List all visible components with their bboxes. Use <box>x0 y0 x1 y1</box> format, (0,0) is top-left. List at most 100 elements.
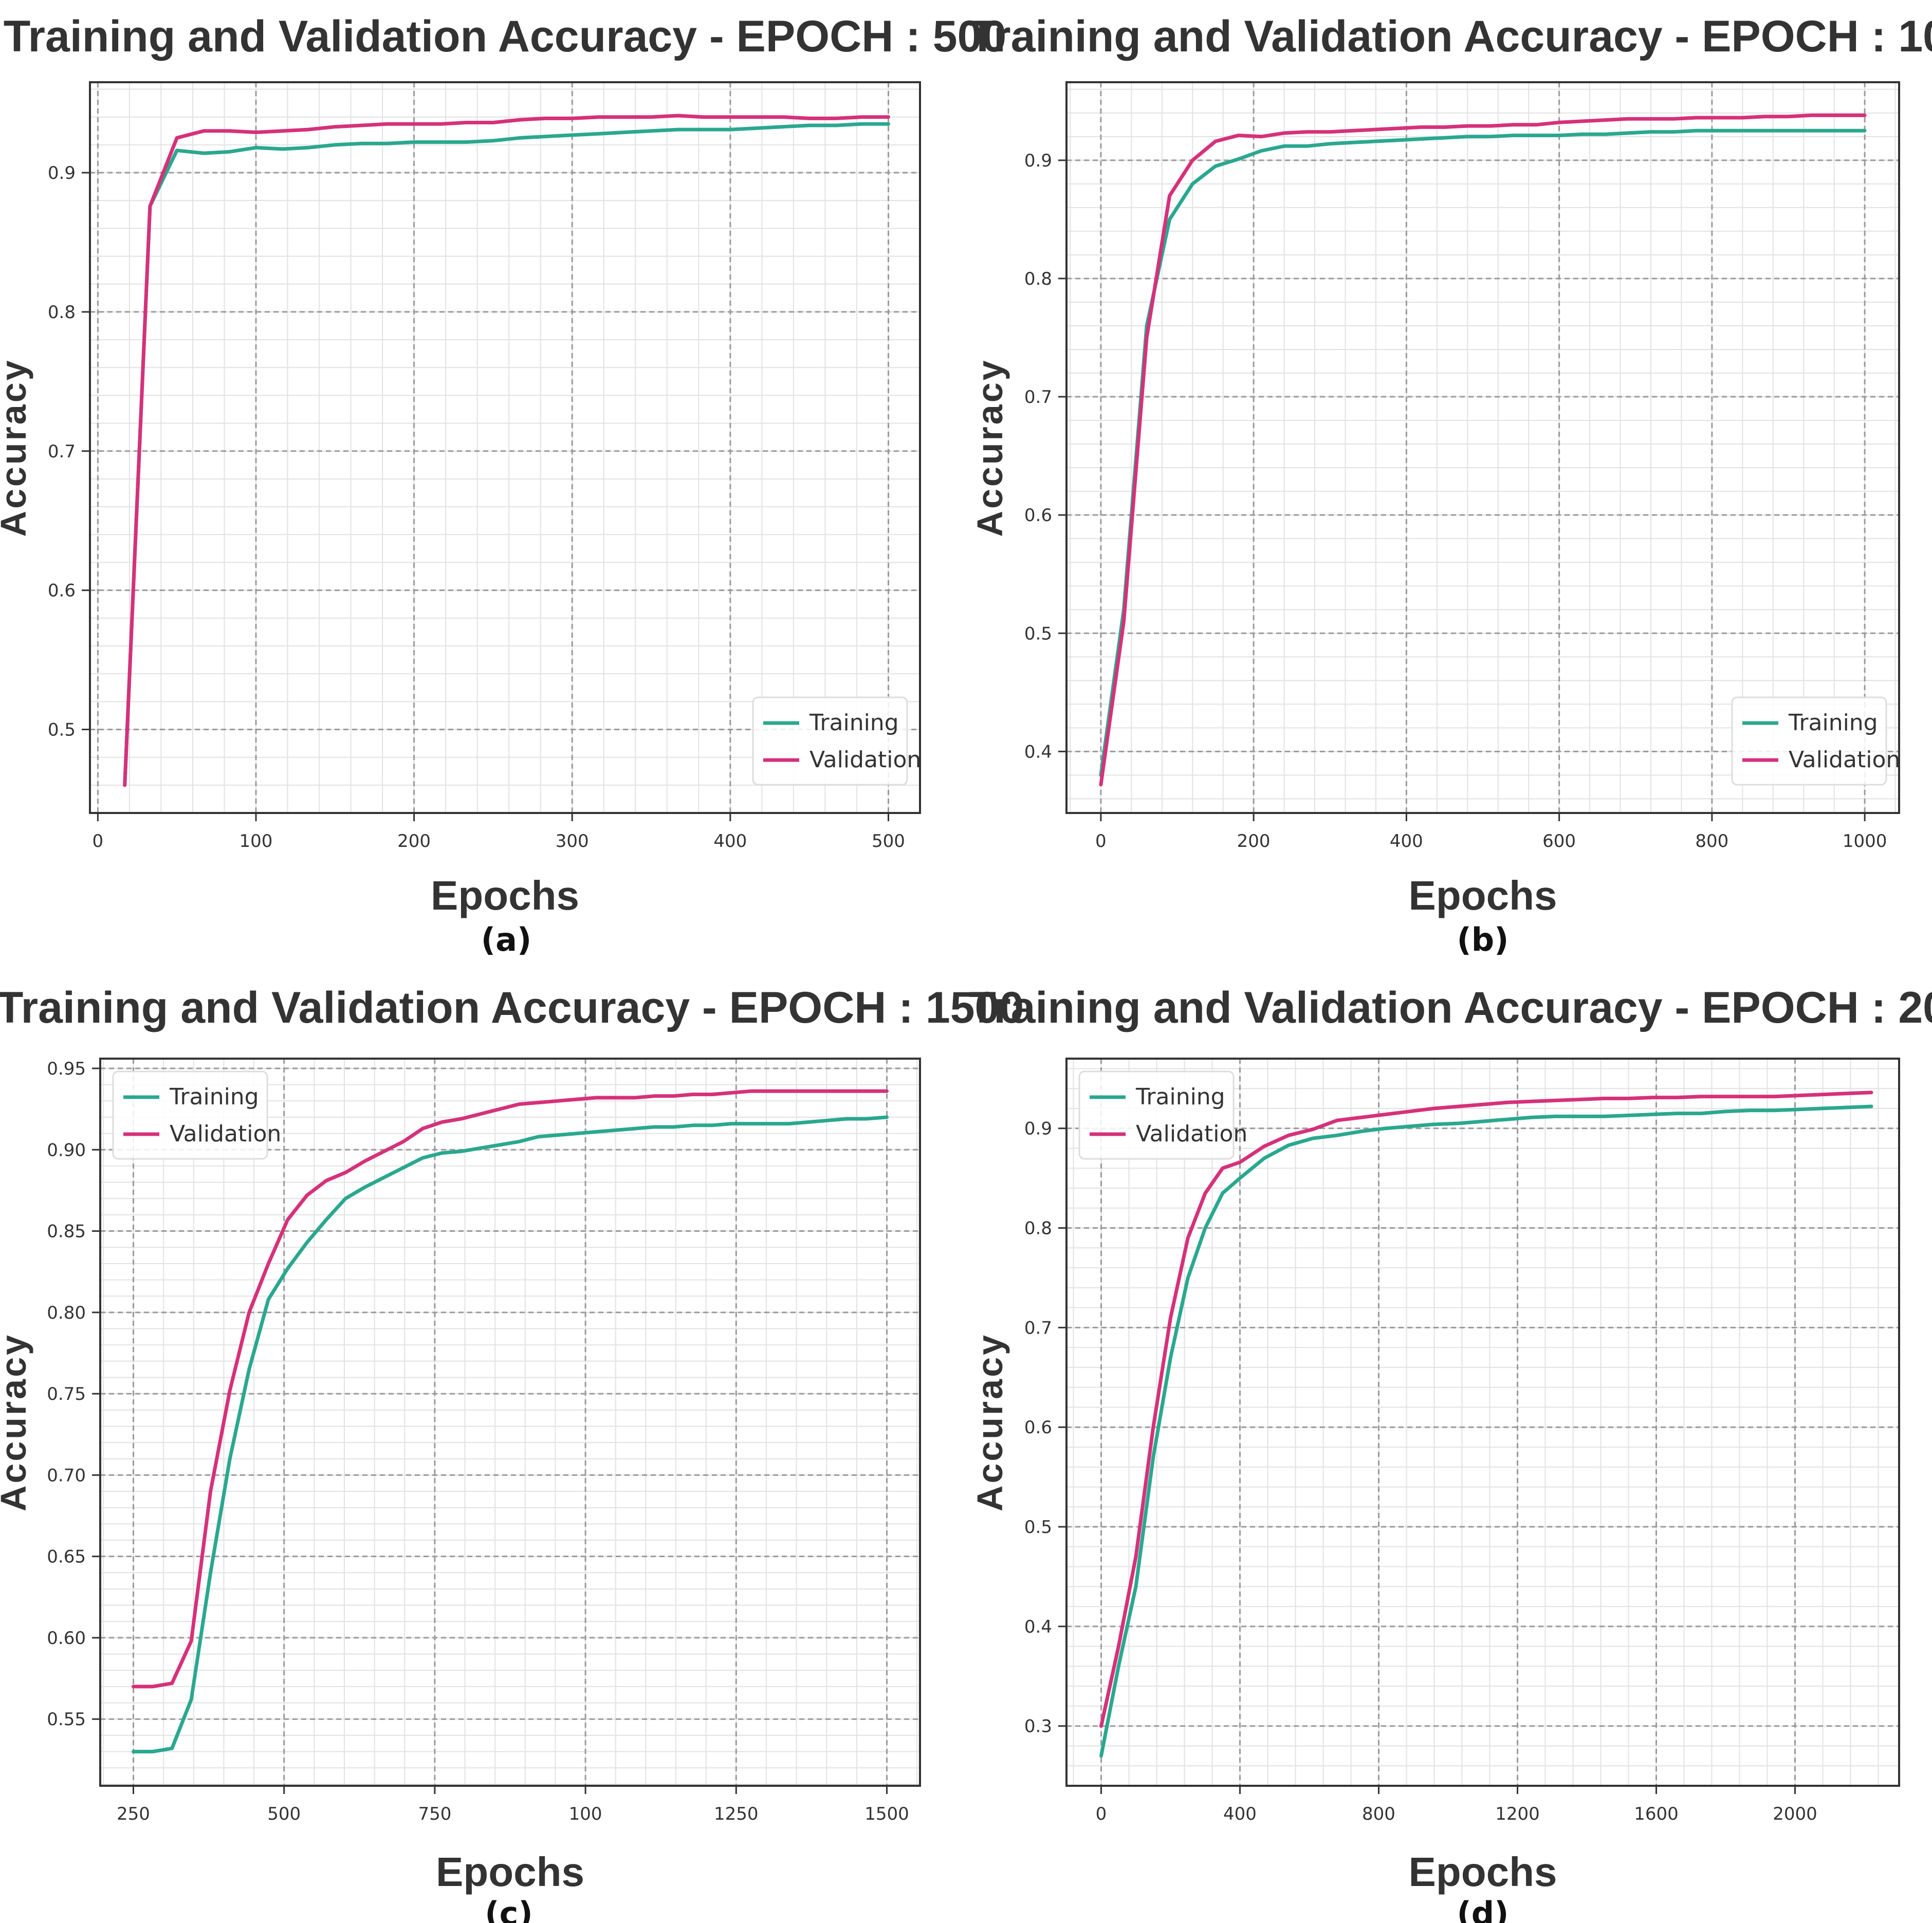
x-tick-label: 1250 <box>714 1804 759 1824</box>
x-tick-label: 500 <box>872 831 905 852</box>
y-axis-label: Accuracy <box>0 1333 33 1511</box>
x-tick-label: 0 <box>1095 831 1107 852</box>
y-tick-label: 0.6 <box>48 581 76 601</box>
y-tick-label: 0.70 <box>47 1465 86 1486</box>
chart-panel-2: Training and Validation Accuracy - EPOCH… <box>0 983 1024 1923</box>
y-tick-label: 0.6 <box>1024 505 1052 526</box>
legend-label-training: Training <box>1788 710 1878 736</box>
y-tick-label: 0.4 <box>1024 742 1052 762</box>
legend-box <box>752 696 908 786</box>
panel-caption: (a) <box>481 921 532 958</box>
y-tick-label: 0.95 <box>47 1059 86 1079</box>
chart-title: Training and Validation Accuracy - EPOCH… <box>969 983 1932 1032</box>
series-line-training <box>1099 1104 1873 1758</box>
legend-box <box>1731 696 1887 786</box>
x-tick-label: 1000 <box>1843 831 1887 852</box>
series-line-training <box>1099 128 1867 777</box>
series-line-validation <box>1099 1090 1873 1728</box>
x-tick-label: 1600 <box>1634 1804 1679 1824</box>
y-axis-label: Accuracy <box>0 358 33 537</box>
x-tick-label: 1500 <box>864 1804 909 1824</box>
y-tick-label: 0.3 <box>1024 1716 1052 1737</box>
grid <box>100 1059 920 1786</box>
chart-panel-0: Training and Validation Accuracy - EPOCH… <box>0 12 1006 958</box>
x-tick-label: 1200 <box>1495 1804 1540 1824</box>
x-tick-label: 100 <box>569 1804 602 1824</box>
y-tick-label: 0.7 <box>48 441 76 462</box>
y-tick-label: 0.85 <box>47 1222 86 1242</box>
plot-frame <box>1065 81 1900 814</box>
y-tick-label: 0.9 <box>48 163 76 183</box>
series-line-validation <box>123 114 890 787</box>
series-line-training <box>123 122 890 787</box>
grid <box>1066 82 1899 813</box>
x-tick-label: 750 <box>418 1804 451 1824</box>
y-tick-label: 0.5 <box>1024 623 1052 644</box>
legend-box <box>112 1070 268 1160</box>
y-axis-label: Accuracy <box>970 1333 1010 1511</box>
x-axis-label: Epochs <box>436 1849 584 1895</box>
panel-caption: (c) <box>485 1895 532 1923</box>
y-tick-label: 0.90 <box>47 1140 86 1160</box>
legend: Training Validation <box>1078 1070 1247 1160</box>
x-tick-label: 200 <box>397 831 431 852</box>
x-tick-label: 800 <box>1695 831 1728 852</box>
y-tick-label: 0.5 <box>1024 1517 1052 1538</box>
panel-caption: (d) <box>1457 1895 1508 1923</box>
panel-caption: (b) <box>1457 921 1508 958</box>
legend-label-validation: Validation <box>1136 1121 1247 1147</box>
y-tick-label: 0.8 <box>1024 1218 1052 1239</box>
x-tick-label: 0 <box>1096 1804 1107 1824</box>
series-line-validation <box>1099 113 1867 787</box>
legend-label-training: Training <box>169 1084 259 1110</box>
y-tick-label: 0.7 <box>1024 1318 1052 1338</box>
x-tick-label: 800 <box>1362 1804 1395 1824</box>
y-tick-label: 0.75 <box>47 1384 86 1404</box>
chart-panel-3: Training and Validation Accuracy - EPOCH… <box>969 983 1932 1923</box>
y-tick-label: 0.7 <box>1024 387 1052 408</box>
x-axis-label: Epochs <box>1409 1849 1557 1895</box>
y-tick-label: 0.55 <box>47 1709 86 1730</box>
x-axis-label: Epochs <box>431 873 579 918</box>
series-line-training <box>132 1115 889 1753</box>
x-axis-label: Epochs <box>1409 873 1557 918</box>
x-tick-label: 100 <box>240 831 273 852</box>
x-tick-label: 200 <box>1237 831 1271 852</box>
grid <box>90 82 921 813</box>
chart-panel-1: Training and Validation Accuracy - EPOCH… <box>969 12 1932 958</box>
y-tick-label: 0.9 <box>1024 151 1052 171</box>
x-tick-label: 500 <box>267 1804 301 1824</box>
x-tick-label: 400 <box>1390 831 1423 852</box>
series-line-validation <box>132 1089 889 1689</box>
legend-label-training: Training <box>1135 1084 1225 1110</box>
y-tick-label: 0.9 <box>1024 1119 1052 1139</box>
y-tick-label: 0.5 <box>48 719 76 740</box>
y-tick-label: 0.60 <box>47 1628 86 1649</box>
y-tick-label: 0.65 <box>47 1547 86 1567</box>
y-tick-label: 0.80 <box>47 1303 86 1323</box>
legend-box <box>1078 1070 1235 1160</box>
y-tick-label: 0.6 <box>1024 1417 1052 1438</box>
legend-label-validation: Validation <box>809 747 921 773</box>
chart-title: Training and Validation Accuracy - EPOCH… <box>969 12 1932 61</box>
y-tick-label: 0.8 <box>1024 269 1052 289</box>
legend-label-validation: Validation <box>1789 747 1900 773</box>
legend: Training Validation <box>752 696 921 786</box>
chart-title: Training and Validation Accuracy - EPOCH… <box>0 983 1024 1032</box>
x-tick-label: 400 <box>713 831 747 852</box>
plot-frame <box>99 1058 921 1787</box>
grid <box>1066 1059 1899 1786</box>
x-tick-label: 400 <box>1223 1804 1257 1824</box>
x-tick-label: 300 <box>556 831 589 852</box>
x-tick-label: 600 <box>1542 831 1576 852</box>
legend-label-training: Training <box>809 710 899 736</box>
legend-label-validation: Validation <box>170 1121 281 1147</box>
plot-frame <box>89 81 921 814</box>
legend: Training Validation <box>112 1070 281 1160</box>
y-axis-label: Accuracy <box>970 358 1010 537</box>
legend: Training Validation <box>1731 696 1900 786</box>
x-tick-label: 2000 <box>1773 1804 1817 1824</box>
y-tick-label: 0.8 <box>48 302 76 323</box>
x-tick-label: 0 <box>93 831 104 852</box>
